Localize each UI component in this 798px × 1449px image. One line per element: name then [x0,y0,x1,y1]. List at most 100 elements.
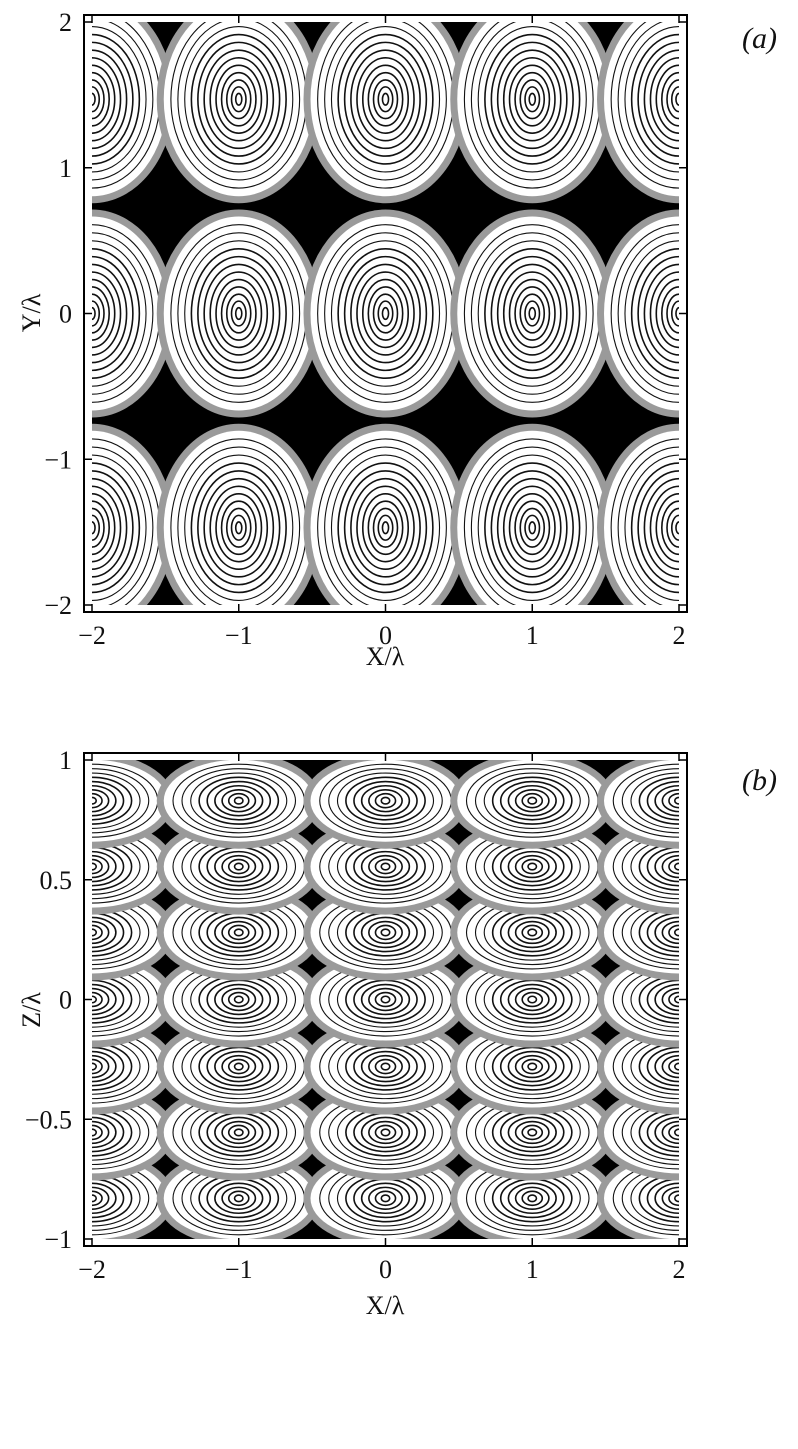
b-contour-line [214,1116,264,1149]
a-contour-line [528,306,537,321]
a-contour-peak [450,209,615,418]
b-contour-line [360,1050,411,1083]
a-contour-line [372,293,399,334]
b-contour-line [673,1062,679,1071]
a-contour-line [381,92,390,106]
a-contour-line [215,493,263,563]
a-contour-line [514,286,551,341]
b-contour-line [521,792,544,809]
a-peak-fill [457,216,608,411]
b-contour-line [507,1050,557,1083]
a-y-tick-label: 2 [59,8,72,37]
a-contour-line [610,438,679,605]
b-contour-line [227,1058,250,1075]
b-contour-peak [303,1084,468,1181]
b-contour-line [661,789,679,813]
a-y-tick-label: −2 [44,591,72,620]
b-peak-fill [163,891,314,974]
b-contour-line [92,854,110,879]
b-contour-line [92,838,141,895]
a-contour-line [92,477,128,578]
a-contour-line [197,41,281,157]
a-contour-line [177,232,301,395]
b-contour-line [336,772,435,829]
b-contour-line [360,1182,411,1215]
b-contour-line [92,979,125,1020]
a-contour-line [177,22,301,181]
a-contour-line [496,49,568,150]
b-contour-line [673,1194,679,1203]
a-contour-line [92,22,154,181]
b-contour-line [368,1120,403,1145]
a-contour-line [203,477,275,578]
a-contour-peak [156,423,321,605]
a-contour-peak [303,209,468,418]
a-contour-line [234,306,243,321]
b-peak-fill [310,760,461,842]
b-peak-fill [604,760,679,842]
a-contour-line [490,255,574,372]
b-contour-line [92,1046,125,1087]
a-contour-line [190,462,287,594]
a-contour-line [92,41,134,157]
a-contour-line [655,278,679,349]
b-contour-line [190,772,288,829]
b-peak-fill [163,958,314,1041]
a-contour-line [356,57,415,142]
a-contour-line [484,247,581,380]
b-contour-line [638,776,679,825]
b-contour-line [474,768,590,834]
a-contour-line [350,263,421,364]
a-contour-line [190,33,287,165]
b-contour-line [92,991,103,1008]
b-contour-line [198,776,280,825]
a-contour-line [361,278,410,349]
b-contour-line [527,995,538,1004]
b-contour-line [661,1120,679,1145]
a-peak-fill [92,22,167,197]
a-contour-line [215,64,263,134]
b-contour-line [654,983,679,1016]
a-contour-line [92,240,147,387]
a-contour-line [184,454,294,601]
a-contour-line [675,521,679,535]
b-peak-fill [457,1025,608,1108]
b-contour-line [514,1120,550,1145]
a-contour-line [624,240,679,387]
b-contour-line [233,1062,244,1071]
a-contour-line [649,271,679,356]
b-contour-line [233,796,244,805]
b-contour-line [661,854,679,879]
a-contour-peak [92,22,174,204]
b-contour-line [507,850,557,883]
panel-b-tag: (b) [742,764,777,797]
panel-a: −2 −1 0 1 2 −2 −1 0 1 2 X/λ Y/λ (a) [17,8,777,671]
b-peak-fill [163,1025,314,1108]
a-contour-line [630,247,679,380]
b-contour-line [654,1182,679,1215]
b-contour-line [92,1120,110,1145]
b-contour-line [360,983,411,1016]
b-contour-peak [450,884,615,981]
b-contour-line [92,862,98,871]
panel-a-x-axis-label: X/λ [366,642,405,671]
a-contour-line [637,470,679,586]
b-contour-line [368,789,403,813]
b-contour-line [92,1038,141,1095]
b-contour-line [507,983,557,1016]
a-contour-line [343,470,428,586]
b-contour-line [360,1116,411,1149]
a-contour-line [92,493,116,563]
b-contour-line [92,1186,110,1210]
b-contour-line [92,924,103,941]
b-peak-fill [310,1091,461,1174]
a-contour-line [519,507,546,548]
b-contour-line [374,1190,397,1207]
b-contour-line [368,920,403,945]
b-contour-peak [450,1018,615,1115]
a-contour-line [225,293,252,334]
a-contour-line [381,521,390,535]
b-contour-line [668,1124,679,1141]
b-contour-line [181,768,297,834]
b-contour-line [380,928,391,937]
